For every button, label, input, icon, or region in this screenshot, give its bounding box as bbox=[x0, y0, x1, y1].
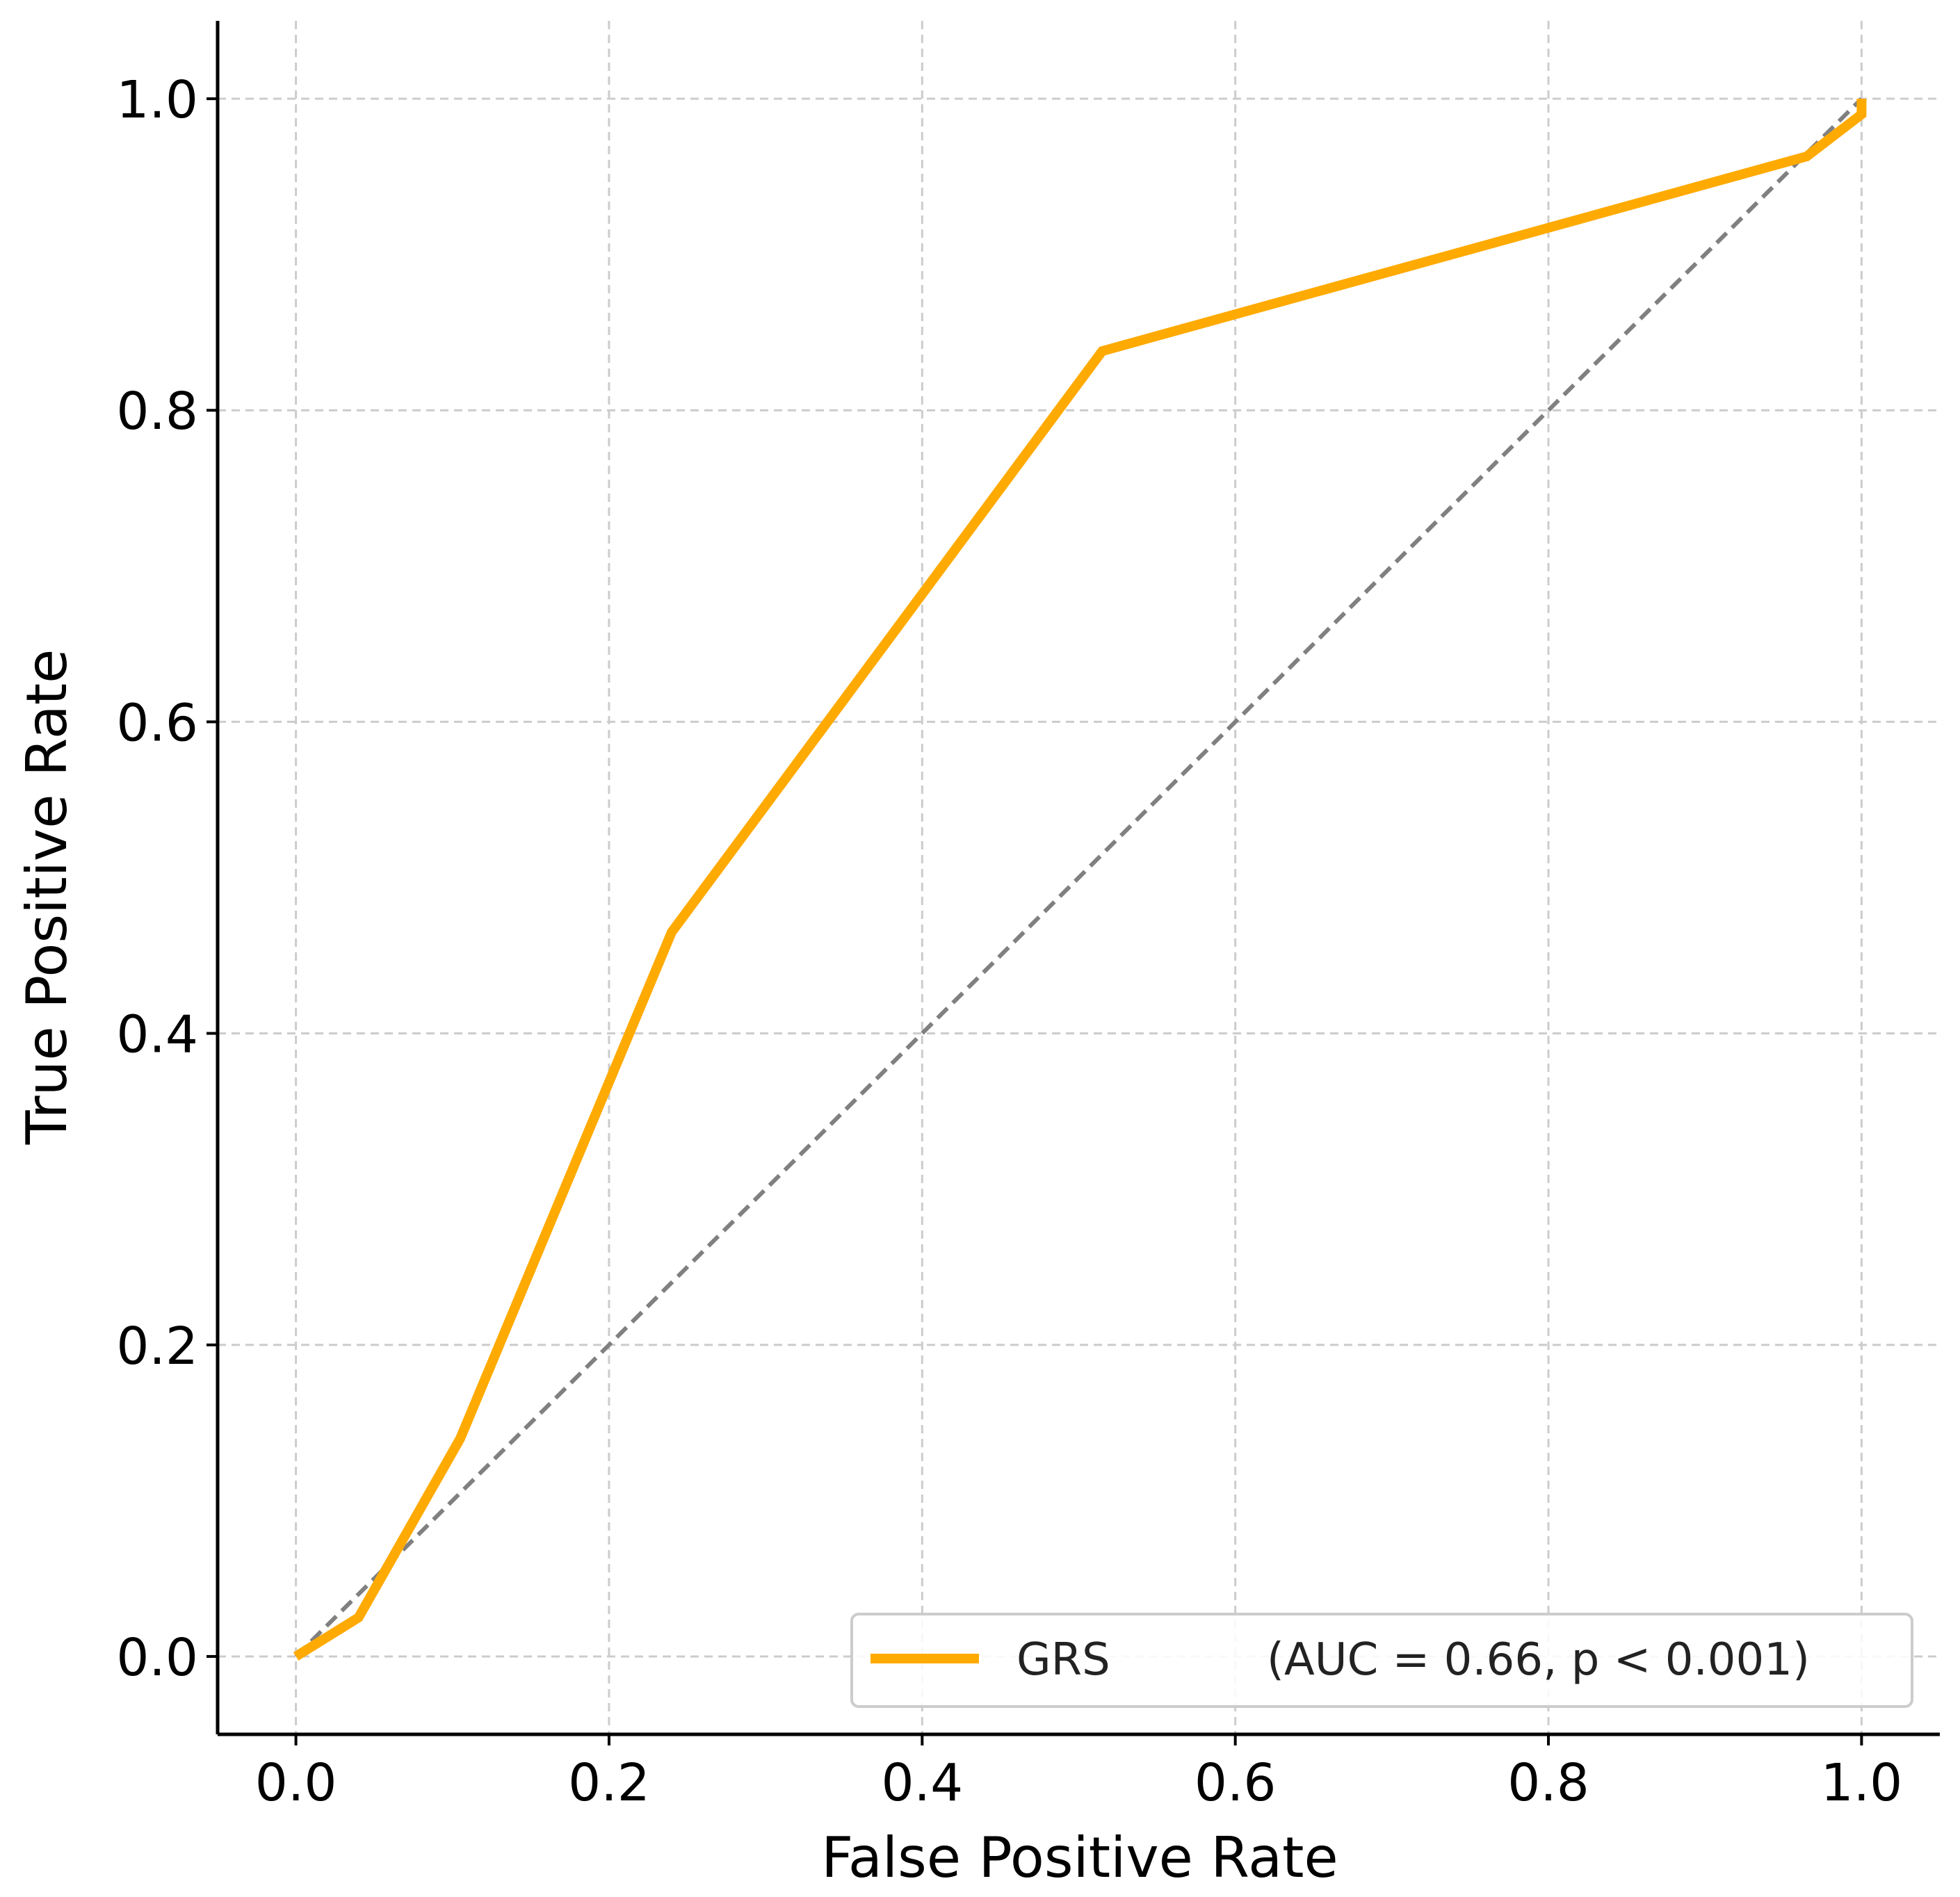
x-tick-label-1: 0.2 bbox=[568, 1753, 650, 1813]
reference-line-group bbox=[294, 97, 1863, 1659]
x-tick-label-4: 0.8 bbox=[1507, 1753, 1589, 1813]
legend: GRS (AUC = 0.66, p < 0.001) bbox=[850, 1613, 1913, 1708]
series-group bbox=[293, 99, 1867, 1661]
legend-box bbox=[850, 1613, 1913, 1708]
x-tick-label-0: 0.0 bbox=[255, 1753, 337, 1813]
y-tick-label-1: 0.2 bbox=[116, 1317, 198, 1376]
legend-label-grs: GRS bbox=[1017, 1634, 1110, 1686]
y-ticks: 0.0 0.2 0.4 0.6 0.8 1.0 bbox=[116, 70, 218, 1688]
y-tick-label-2: 0.4 bbox=[116, 1005, 198, 1065]
axes bbox=[216, 21, 1940, 1736]
y-tick-label-3: 0.6 bbox=[116, 693, 198, 753]
x-ticks: 0.0 0.2 0.4 0.6 0.8 1.0 bbox=[255, 1734, 1903, 1813]
y-tick-label-5: 1.0 bbox=[116, 70, 198, 130]
y-tick-label-4: 0.8 bbox=[116, 382, 198, 441]
y-axis-label: True Positive Rate bbox=[15, 649, 79, 1146]
reference-diagonal-line bbox=[294, 97, 1863, 1659]
x-tick-label-3: 0.6 bbox=[1194, 1753, 1277, 1813]
x-tick-label-2: 0.4 bbox=[881, 1753, 963, 1813]
legend-suffix-grs: (AUC = 0.66, p < 0.001) bbox=[1267, 1634, 1810, 1686]
y-tick-label-0: 0.0 bbox=[116, 1628, 198, 1688]
x-axis-label: False Positive Rate bbox=[821, 1825, 1338, 1890]
series-line-grs bbox=[293, 99, 1867, 1661]
x-tick-label-5: 1.0 bbox=[1821, 1753, 1903, 1813]
